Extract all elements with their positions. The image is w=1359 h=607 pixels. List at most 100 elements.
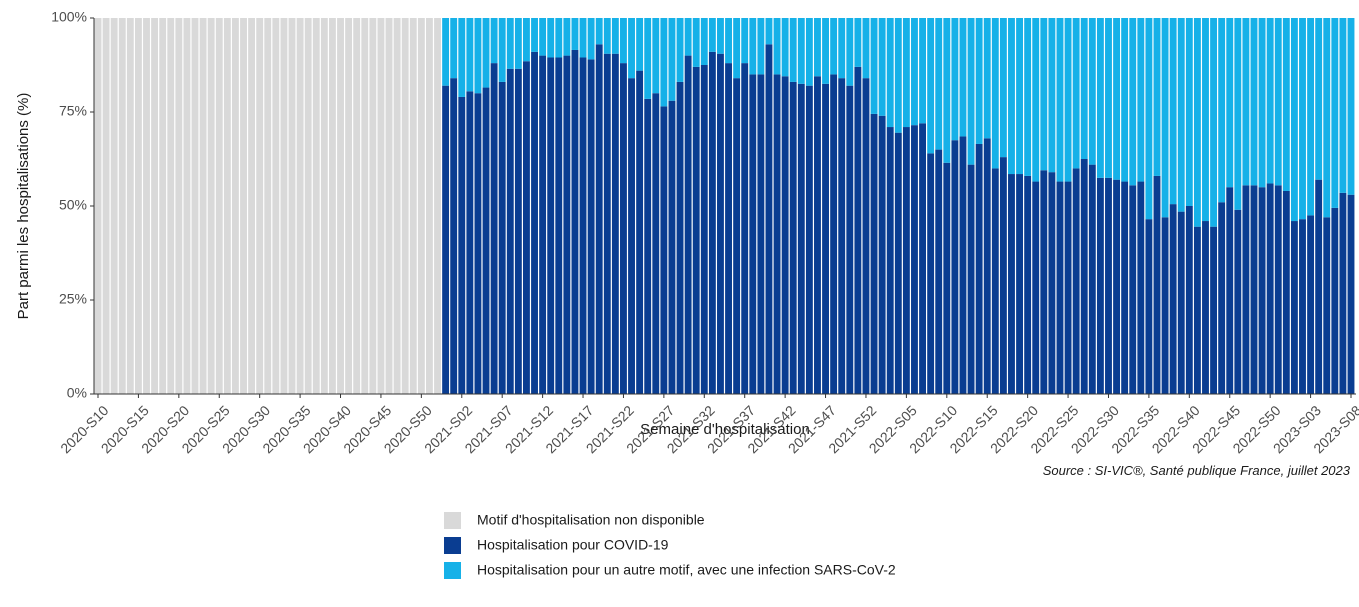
- bar: [328, 18, 336, 394]
- bar: [1185, 206, 1193, 394]
- bar: [1056, 18, 1064, 182]
- bar: [943, 18, 951, 163]
- bar: [1299, 219, 1306, 394]
- bar: [531, 51, 538, 395]
- bar: [523, 61, 530, 395]
- legend-label: Motif d'hospitalisation non disponible: [477, 512, 705, 528]
- bar: [1234, 18, 1242, 210]
- bar: [1064, 181, 1072, 394]
- bar: [805, 18, 813, 86]
- bar: [676, 81, 684, 395]
- bar: [999, 18, 1007, 158]
- y-axis-title: Part parmi les hospitalisations (%): [15, 93, 32, 320]
- bar: [215, 18, 223, 394]
- bar: [199, 18, 207, 394]
- bar: [1088, 164, 1096, 394]
- bar: [1250, 185, 1258, 394]
- bar: [1040, 170, 1048, 394]
- bar: [256, 18, 264, 394]
- bar: [167, 18, 175, 394]
- bar: [765, 44, 773, 394]
- bar: [1218, 18, 1226, 203]
- bar: [886, 18, 894, 128]
- bar: [240, 18, 247, 394]
- bar: [1137, 18, 1145, 182]
- bar: [1088, 18, 1096, 165]
- bar: [854, 66, 862, 394]
- bar: [603, 53, 611, 394]
- bar: [1266, 18, 1274, 184]
- bar: [1193, 226, 1201, 394]
- bar: [571, 18, 579, 50]
- y-tick-label: 0%: [67, 385, 87, 401]
- bar: [442, 18, 450, 86]
- bar: [652, 18, 660, 94]
- bar: [506, 18, 514, 69]
- bar: [1258, 18, 1266, 188]
- bar: [555, 57, 563, 394]
- bar: [1234, 209, 1242, 394]
- bar: [603, 18, 611, 54]
- bar: [757, 74, 765, 395]
- bar: [377, 18, 385, 394]
- bar: [393, 18, 401, 394]
- y-tick-label: 50%: [59, 197, 87, 213]
- bar: [870, 113, 878, 394]
- bar: [894, 132, 902, 394]
- bar: [886, 127, 894, 394]
- bar: [1299, 18, 1306, 220]
- bar: [401, 18, 409, 394]
- bar: [959, 136, 967, 394]
- bar: [862, 78, 870, 394]
- bar: [466, 91, 474, 394]
- bar: [757, 18, 765, 75]
- bar: [312, 18, 320, 394]
- bar: [110, 18, 118, 394]
- bar: [1315, 179, 1323, 394]
- bar: [959, 18, 967, 137]
- bar: [725, 18, 732, 64]
- bar: [1048, 172, 1056, 394]
- bar: [660, 18, 668, 107]
- bar: [450, 18, 458, 79]
- bar: [1339, 18, 1347, 193]
- bar: [563, 18, 571, 56]
- bar: [660, 106, 668, 395]
- bar: [797, 18, 805, 84]
- bar: [1032, 18, 1040, 182]
- bar: [296, 18, 304, 394]
- bar: [684, 18, 692, 56]
- bar: [1105, 177, 1112, 394]
- bar: [1137, 181, 1145, 394]
- bar: [628, 78, 635, 394]
- bar: [773, 18, 781, 75]
- bar: [417, 18, 425, 394]
- bar: [555, 18, 563, 58]
- bar: [320, 18, 328, 394]
- bar: [676, 18, 684, 82]
- bar: [539, 18, 547, 56]
- bar: [506, 68, 514, 394]
- bar: [434, 18, 441, 394]
- bar: [191, 18, 199, 394]
- bar: [668, 18, 676, 101]
- bar: [1040, 18, 1048, 171]
- bar: [1096, 177, 1104, 394]
- bar: [717, 53, 724, 394]
- bar: [490, 63, 498, 395]
- bar: [854, 18, 862, 67]
- bar: [1113, 18, 1121, 180]
- source: Source : SI-VIC®, Santé publique France,…: [1043, 463, 1351, 478]
- bar: [822, 83, 829, 395]
- bar: [708, 51, 716, 395]
- bar: [1129, 18, 1137, 186]
- bar: [999, 157, 1007, 394]
- bar: [1072, 18, 1080, 169]
- bar: [1113, 179, 1121, 394]
- bar: [353, 18, 361, 394]
- bar: [409, 18, 417, 394]
- bar: [894, 18, 902, 133]
- bar: [1161, 217, 1169, 394]
- bar: [1347, 18, 1355, 195]
